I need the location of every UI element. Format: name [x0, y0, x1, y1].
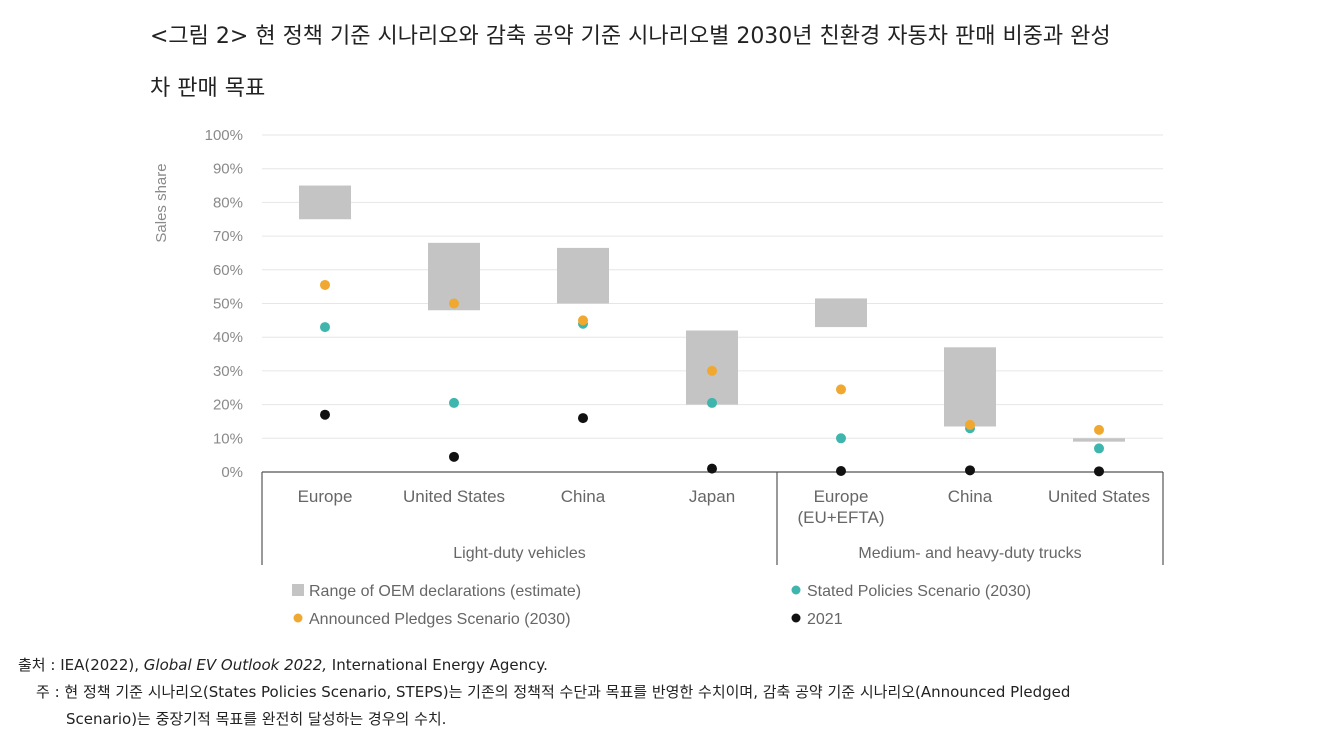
- y-tick-label: 90%: [213, 161, 243, 178]
- steps-point: [1094, 443, 1104, 454]
- point-2021: [836, 465, 846, 476]
- oem-range-box: [299, 185, 351, 220]
- legend-label: Range of OEM declarations (estimate): [309, 583, 581, 600]
- oem-range-box: [815, 298, 867, 328]
- y-tick-label: 50%: [213, 296, 243, 313]
- steps-point: [449, 397, 459, 408]
- x-category-label: United States: [1048, 487, 1150, 506]
- x-category-label: (EU+EFTA): [797, 508, 884, 527]
- footnote-line-1: 주 : 현 정책 기준 시나리오(States Policies Scenari…: [36, 681, 1070, 702]
- footnote-label: 주 :: [36, 683, 65, 701]
- aps-point: [707, 365, 717, 376]
- point-2021: [965, 465, 975, 476]
- steps-point: [320, 322, 330, 333]
- y-tick-label: 60%: [213, 262, 243, 279]
- aps-point: [578, 315, 588, 326]
- y-tick-label: 0%: [221, 464, 243, 481]
- source-label: 출처 :: [18, 656, 61, 674]
- aps-point: [836, 384, 846, 395]
- legend-label: Announced Pledges Scenario (2030): [309, 611, 571, 628]
- chart-title-line-1: <그림 2> 현 정책 기준 시나리오와 감축 공약 기준 시나리오별 2030…: [150, 24, 1111, 49]
- legend-swatch-range: [292, 584, 304, 596]
- source-note: 출처 : IEA(2022), Global EV Outlook 2022, …: [18, 654, 548, 675]
- oem-range-box: [944, 347, 996, 427]
- x-category-label: China: [948, 487, 993, 506]
- x-category-label: United States: [403, 487, 505, 506]
- x-category-label: China: [561, 487, 606, 506]
- legend-swatch-dot: [791, 585, 801, 595]
- point-2021: [449, 451, 459, 462]
- x-category-label: Europe: [814, 487, 869, 506]
- y-tick-label: 70%: [213, 228, 243, 245]
- steps-point: [836, 433, 846, 444]
- aps-point: [449, 298, 459, 309]
- source-prefix: IEA(2022),: [60, 656, 144, 674]
- legend-label: Stated Policies Scenario (2030): [807, 583, 1031, 600]
- y-tick-label: 30%: [213, 363, 243, 380]
- legend-swatch-dot: [791, 613, 801, 623]
- steps-point: [707, 397, 717, 408]
- source-title: Global EV Outlook 2022,: [143, 656, 328, 674]
- source-suffix: International Energy Agency.: [327, 656, 548, 674]
- chart-title-line-2: 차 판매 목표: [150, 76, 266, 101]
- point-2021: [707, 463, 717, 474]
- group-label: Light-duty vehicles: [453, 545, 586, 562]
- y-tick-label: 10%: [213, 430, 243, 447]
- point-2021: [320, 409, 330, 420]
- oem-range-box: [1073, 438, 1125, 442]
- y-tick-label: 40%: [213, 329, 243, 346]
- y-tick-label: 80%: [213, 194, 243, 211]
- footnote-text-1: 현 정책 기준 시나리오(States Policies Scenario, S…: [64, 683, 1071, 701]
- y-axis-label: Sales share: [153, 163, 170, 242]
- aps-point: [1094, 424, 1104, 435]
- x-category-label: Japan: [689, 487, 735, 506]
- footnote-line-2: Scenario)는 중장기적 목표를 완전히 달성하는 경우의 수치.: [66, 710, 447, 728]
- point-2021: [578, 413, 588, 424]
- x-category-label: Europe: [298, 487, 353, 506]
- legend-swatch-dot: [293, 613, 303, 623]
- aps-point: [320, 279, 330, 290]
- y-tick-label: 100%: [205, 127, 243, 144]
- group-label: Medium- and heavy-duty trucks: [858, 545, 1081, 562]
- point-2021: [1094, 466, 1104, 477]
- legend-label: 2021: [807, 611, 843, 628]
- aps-point: [965, 419, 975, 430]
- y-tick-label: 20%: [213, 397, 243, 414]
- oem-range-box: [557, 247, 609, 304]
